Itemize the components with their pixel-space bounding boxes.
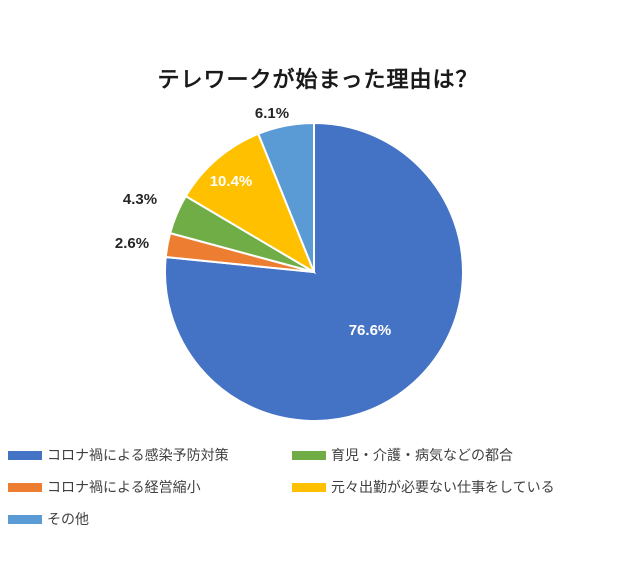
legend-item-business-reduction: コロナ禍による経営縮小 xyxy=(8,477,201,497)
legend-item-childcare-care-illness: 育児・介護・病気などの都合 xyxy=(292,445,513,465)
legend-swatch xyxy=(8,450,42,460)
chart-title: テレワークが始まった理由は？ xyxy=(157,68,479,93)
data-label: 4.3% xyxy=(123,191,157,208)
pie-chart: 76.6% 2.6% 4.3% 10.4% 6.1% xyxy=(115,105,464,420)
data-label: 6.1% xyxy=(255,105,289,122)
legend-item-infection-prevention: コロナ禍による感染予防対策 xyxy=(8,445,229,465)
legend-item-no-commute-needed: 元々出勤が必要ない仕事をしている xyxy=(292,477,555,497)
data-label: 76.6% xyxy=(349,322,392,339)
data-label: 10.4% xyxy=(210,173,253,190)
legend-label: コロナ禍による感染予防対策 xyxy=(47,448,229,464)
legend-label: その他 xyxy=(47,512,89,528)
data-label: 2.6% xyxy=(115,235,149,252)
legend-swatch xyxy=(8,482,42,492)
legend-label: 育児・介護・病気などの都合 xyxy=(331,448,513,464)
legend-swatch xyxy=(292,450,326,460)
pie-slice-no-commute-needed xyxy=(184,132,317,275)
legend-swatch xyxy=(292,482,326,492)
legend-swatch xyxy=(8,514,42,524)
legend-label: コロナ禍による経営縮小 xyxy=(47,480,201,496)
legend-label: 元々出勤が必要ない仕事をしている xyxy=(331,480,555,496)
pie-slice-other xyxy=(256,121,315,273)
legend-item-other: その他 xyxy=(8,509,89,529)
